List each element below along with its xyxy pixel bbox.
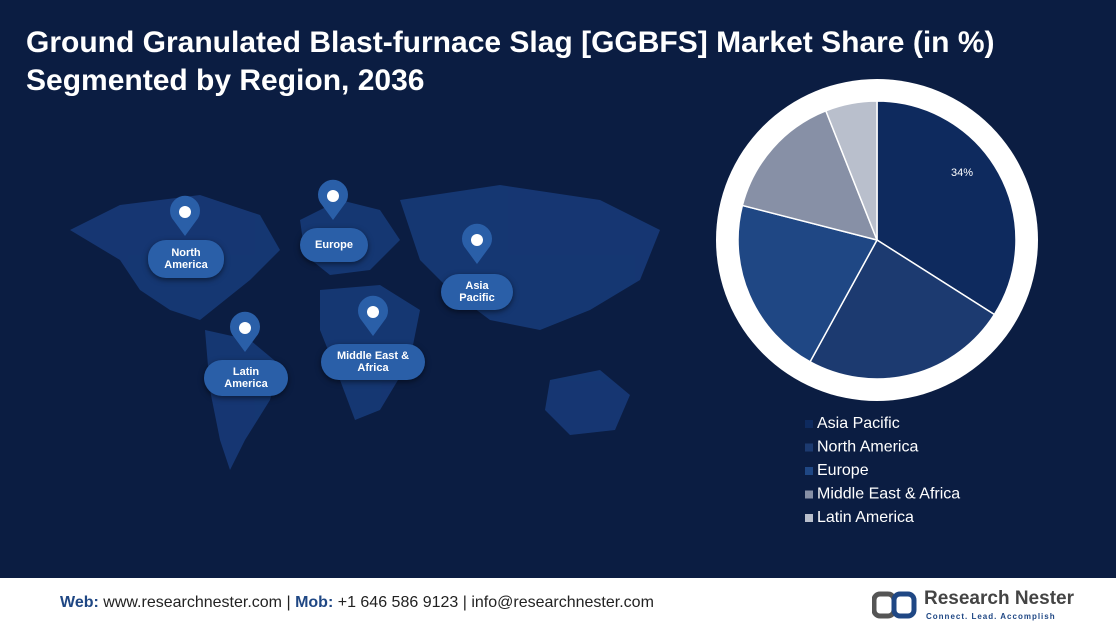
footer-contact: Web: www.researchnester.com | Mob: +1 64… [60,594,654,612]
logo-tagline: Connect. Lead. Accomplish [926,612,1056,621]
map-label: Asia Pacific [441,274,513,310]
separator: | [286,594,291,611]
email: info@researchnester.com [471,594,654,611]
map-label: Europe [300,228,368,262]
web-label: Web: [60,594,99,611]
separator: | [462,594,467,611]
map-pin-dot [179,206,191,218]
legend-swatch [805,514,813,522]
legend-swatch [805,490,813,499]
legend-label: Asia Pacific [817,415,900,432]
legend-swatch [805,443,813,452]
chart-title: Ground Granulated Blast-furnace Slag [GG… [26,26,995,97]
footer: Web: www.researchnester.com | Mob: +1 64… [0,578,1116,628]
pie-slice [809,238,996,380]
pie-slice [741,109,879,242]
world-map [70,185,660,470]
map-pin-dot [367,306,379,318]
legend-label: Latin America [817,509,914,526]
legend-swatch [805,420,813,428]
map-pin-dot [471,234,483,246]
logo-icon [872,591,917,619]
map-label: Middle East & Africa [321,344,425,380]
legend-label: North America [817,439,918,456]
map-pin-dot [327,190,339,202]
legend-label: Middle East & Africa [817,486,960,503]
map-label: Latin America [204,360,288,396]
data-label: 34% [951,167,973,179]
map-label: North America [148,240,224,278]
chart: 34% Asia Pacific North America Europe Middle… [70,79,1038,526]
map-pin-dot [239,322,251,334]
legend-label: Europe [817,462,869,479]
mob-label: Mob: [295,594,334,611]
pie-slice [876,100,1017,316]
legend-swatch [805,467,813,475]
mob: +1 646 586 9123 [337,594,459,611]
web: www.researchnester.com [103,594,282,611]
pie-slice [737,204,879,363]
logo-name: Research Nester [924,588,1074,609]
pie-slice [824,100,878,241]
